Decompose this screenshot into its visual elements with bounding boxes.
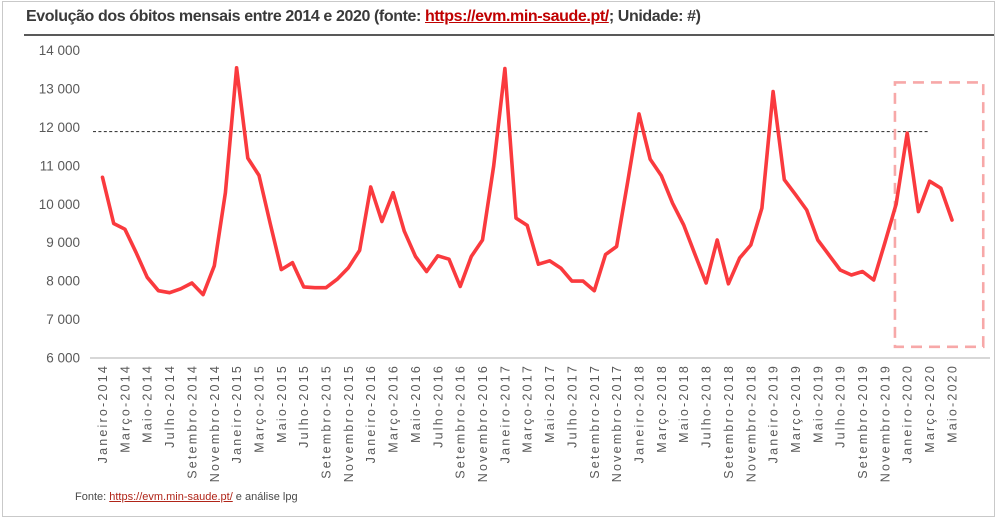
x-tick-label: Setembro-2018 <box>722 364 736 479</box>
x-tick-label: Maio-2019 <box>811 364 825 443</box>
x-tick-label: Setembro-2014 <box>185 364 199 479</box>
footer-suffix: e análise lpg <box>232 491 298 503</box>
x-tick-label: Maio-2017 <box>543 364 557 443</box>
x-tick-label: Julho-2017 <box>565 364 579 448</box>
x-tick-label: Julho-2019 <box>834 364 848 448</box>
x-tick-label: Março-2014 <box>118 364 132 453</box>
x-tick-label: Setembro-2015 <box>320 364 334 479</box>
chart-title-suffix: ; Unidade: #) <box>608 8 701 25</box>
y-tick-label: 9 000 <box>46 235 80 250</box>
x-tick-label: Janeiro-2017 <box>498 364 512 463</box>
x-tick-label: Janeiro-2018 <box>632 364 646 463</box>
x-tick-label: Março-2018 <box>655 364 669 453</box>
footer-prefix: Fonte: <box>75 491 110 503</box>
highlight-2020-box <box>893 81 985 349</box>
y-tick-label: 8 000 <box>46 274 80 289</box>
x-tick-label: Janeiro-2015 <box>230 364 244 463</box>
y-tick-label: 14 000 <box>39 43 80 58</box>
x-tick-label: Março-2016 <box>387 364 401 453</box>
y-tick-label: 10 000 <box>39 197 80 212</box>
x-tick-label: Janeiro-2016 <box>364 364 378 463</box>
x-tick-label: Maio-2020 <box>945 364 959 443</box>
y-tick-label: 12 000 <box>39 120 80 135</box>
monthly-deaths-line <box>100 66 954 297</box>
y-tick-label: 13 000 <box>39 81 80 96</box>
y-tick-label: 7 000 <box>46 312 80 327</box>
x-tick-label: Novembro-2015 <box>342 364 356 482</box>
x-tick-label: Janeiro-2019 <box>767 364 781 463</box>
x-tick-label: Setembro-2016 <box>454 364 468 479</box>
x-tick-label: Setembro-2019 <box>856 364 870 479</box>
source-footer: Fonte: https://evm.min-saude.pt/ e análi… <box>75 491 298 503</box>
title-source-link[interactable]: https://evm.min-saude.pt/ <box>425 8 609 25</box>
x-tick-label: Novembro-2018 <box>744 364 758 482</box>
x-tick-label: Maio-2016 <box>409 364 423 443</box>
chart-title-prefix: Evolução dos óbitos mensais entre 2014 e… <box>26 8 425 25</box>
footer-source-link[interactable]: https://evm.min-saude.pt/ <box>109 491 233 503</box>
x-tick-label: Julho-2014 <box>163 364 177 448</box>
x-tick-label: Janeiro-2014 <box>96 364 110 463</box>
x-tick-label: Novembro-2014 <box>208 364 222 482</box>
x-tick-label: Maio-2015 <box>275 364 289 443</box>
x-tick-label: Julho-2018 <box>700 364 714 448</box>
x-tick-label: Julho-2016 <box>431 364 445 448</box>
y-tick-label: 6 000 <box>46 351 80 366</box>
x-tick-label: Março-2015 <box>252 364 266 453</box>
x-tick-label: Novembro-2019 <box>878 364 892 482</box>
x-tick-label: Julho-2015 <box>297 364 311 448</box>
x-tick-label: Março-2019 <box>789 364 803 453</box>
x-tick-label: Janeiro-2020 <box>901 364 915 463</box>
x-tick-label: Maio-2018 <box>677 364 691 443</box>
x-tick-label: Setembro-2017 <box>588 364 602 479</box>
x-tick-label: Maio-2014 <box>141 364 155 443</box>
x-tick-label: Março-2017 <box>521 364 535 453</box>
title-divider-rule <box>24 34 994 36</box>
y-tick-label: 11 000 <box>40 158 80 173</box>
x-tick-label: Novembro-2017 <box>610 364 624 482</box>
x-tick-label: Março-2020 <box>923 364 937 453</box>
x-tick-label: Novembro-2016 <box>476 364 490 482</box>
chart-title: Evolução dos óbitos mensais entre 2014 e… <box>26 8 986 26</box>
